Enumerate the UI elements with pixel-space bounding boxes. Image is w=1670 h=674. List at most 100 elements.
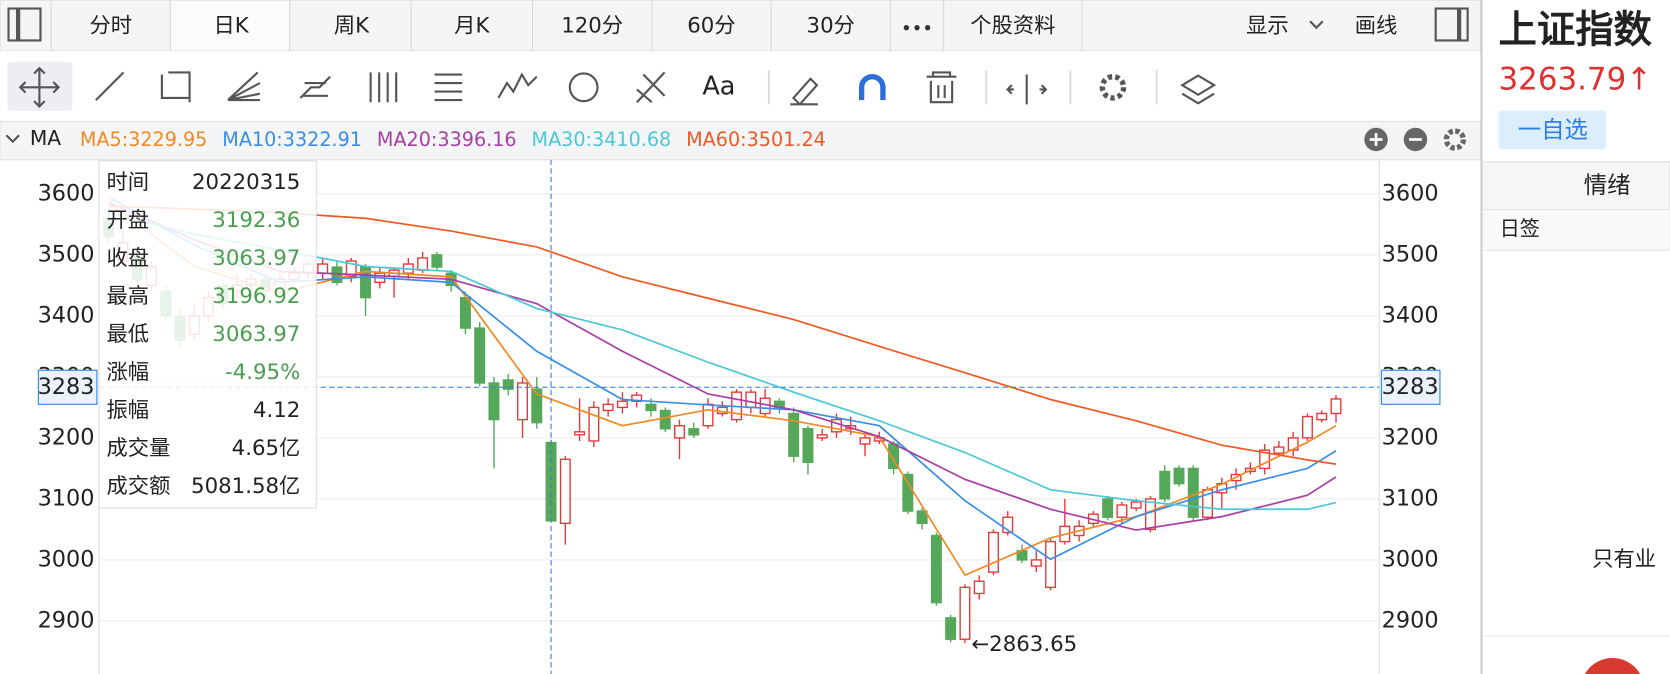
legend: MA5:3229.95 MA10:3322.91 MA20:3396.16 MA30:… (80, 128, 826, 151)
candle-body (973, 580, 985, 595)
gann-tool[interactable] (369, 72, 398, 103)
candle-body (1273, 446, 1285, 454)
magnet-tool[interactable] (858, 74, 886, 101)
pitch-tool[interactable] (636, 71, 666, 104)
fan-tool[interactable] (227, 71, 261, 102)
crosshair-label-right: 3283 (1382, 374, 1439, 400)
move-tool[interactable] (18, 66, 61, 108)
tooltip-value: 3192.36 (212, 208, 300, 233)
candle-body (788, 412, 800, 457)
candle-body (317, 263, 329, 274)
panel-note: 只有业 (1592, 547, 1656, 572)
candle-body (1144, 498, 1156, 531)
tooltip-label: 振幅 (107, 398, 150, 423)
candle-body (631, 394, 643, 402)
settings-tool[interactable] (1099, 74, 1127, 101)
legend-entry: MA60:3501.24 (686, 128, 826, 151)
more-tab[interactable] (903, 25, 931, 31)
channel-tool[interactable] (299, 75, 331, 99)
tabs: 分时 日K 周K 月K 120分 60分 30分 个股资料 (50, 0, 1083, 52)
candle-body (688, 428, 700, 436)
candle-body (574, 431, 586, 436)
ma-line (108, 211, 1337, 511)
sidebar-toggle[interactable] (7, 7, 42, 42)
eraser-tool[interactable] (790, 77, 819, 106)
candle-body (502, 379, 514, 390)
y-tick-label-right: 3400 (1382, 302, 1439, 328)
tab[interactable]: 60分 (687, 14, 735, 39)
candle-body (345, 260, 357, 277)
y-tick-label: 3200 (38, 424, 95, 450)
tooltip-label: 成交额 (107, 474, 171, 499)
crosshair-label-left-box (37, 369, 98, 405)
section-bg (1482, 209, 1670, 251)
y-tick-label: 3500 (38, 241, 95, 267)
collapse-chevron[interactable] (5, 134, 20, 144)
candle-body (816, 434, 828, 439)
tooltip-value: 5081.58亿 (191, 474, 300, 499)
wave-tool[interactable] (497, 72, 538, 99)
candle-body (1187, 467, 1199, 518)
candle-body (959, 586, 971, 640)
y-tick-label-right: 3200 (1382, 424, 1439, 450)
tab[interactable]: 周K (334, 14, 370, 39)
indicator-row (0, 120, 1481, 161)
tab[interactable]: 日K (213, 14, 249, 39)
crosshair-label-right-box (1380, 369, 1441, 405)
float-button[interactable] (1581, 658, 1645, 674)
panel-tab[interactable]: 情绪 (1584, 171, 1631, 199)
tooltip-label: 时间 (107, 170, 150, 195)
tab[interactable]: 个股资料 (970, 14, 1055, 39)
draw-menu[interactable]: 画线 (1355, 14, 1398, 39)
display-menu[interactable]: 显示 (1246, 14, 1289, 39)
legend-entry: MA30:3410.68 (532, 128, 672, 151)
tooltip-label: 最高 (107, 284, 150, 309)
indicator-controls (1364, 127, 1467, 152)
line-tool[interactable] (95, 71, 125, 101)
rect-tool[interactable] (160, 71, 191, 103)
display-chevron (1309, 20, 1324, 30)
watch-button-bg[interactable] (1498, 110, 1607, 150)
candle-body (1316, 412, 1328, 421)
candle-body (1301, 415, 1313, 439)
tab[interactable]: 120分 (561, 14, 623, 39)
tab[interactable]: 30分 (807, 14, 855, 39)
candle-body (417, 257, 429, 271)
panel-toggle[interactable] (1434, 7, 1469, 42)
candle-body (1173, 467, 1185, 485)
watch-button[interactable]: 一自选 (1518, 115, 1588, 143)
candle-body (1130, 501, 1142, 509)
cycle-tool[interactable] (568, 72, 599, 103)
candle-body (1002, 516, 1014, 534)
tooltip-label: 最低 (107, 322, 150, 347)
indicator-settings[interactable] (1443, 128, 1467, 151)
tab[interactable]: 月K (454, 14, 490, 39)
fib-tool[interactable] (434, 73, 463, 102)
y-tick-label: 2900 (38, 607, 95, 633)
candle-body (488, 382, 500, 421)
layers-tool[interactable] (1180, 74, 1217, 105)
tooltip-value: 3196.92 (212, 284, 300, 309)
candle-body (559, 458, 571, 525)
candle-body (1030, 559, 1042, 567)
delete-tool[interactable] (926, 71, 957, 104)
y-tick-label-right: 3500 (1382, 241, 1439, 267)
text-tool[interactable]: Aa (702, 71, 735, 101)
tooltip-label: 成交量 (107, 436, 171, 461)
legend-entry: MA5:3229.95 (80, 128, 208, 151)
tooltip-label: 涨幅 (107, 360, 150, 385)
candle-body (1259, 449, 1271, 470)
split-tool[interactable] (1006, 74, 1048, 105)
tooltip-value: 4.12 (253, 398, 300, 423)
tab[interactable]: 分时 (89, 14, 132, 39)
ma-line (108, 205, 1337, 465)
candle-body (616, 400, 628, 409)
y-tick-label: 3100 (38, 485, 95, 511)
tooltip-value: -4.95% (225, 360, 300, 385)
index-price: 3263.79↑ (1499, 61, 1653, 97)
index-name: 上证指数 (1499, 7, 1653, 52)
ma-line (108, 201, 1337, 577)
candle-body (1159, 470, 1171, 500)
